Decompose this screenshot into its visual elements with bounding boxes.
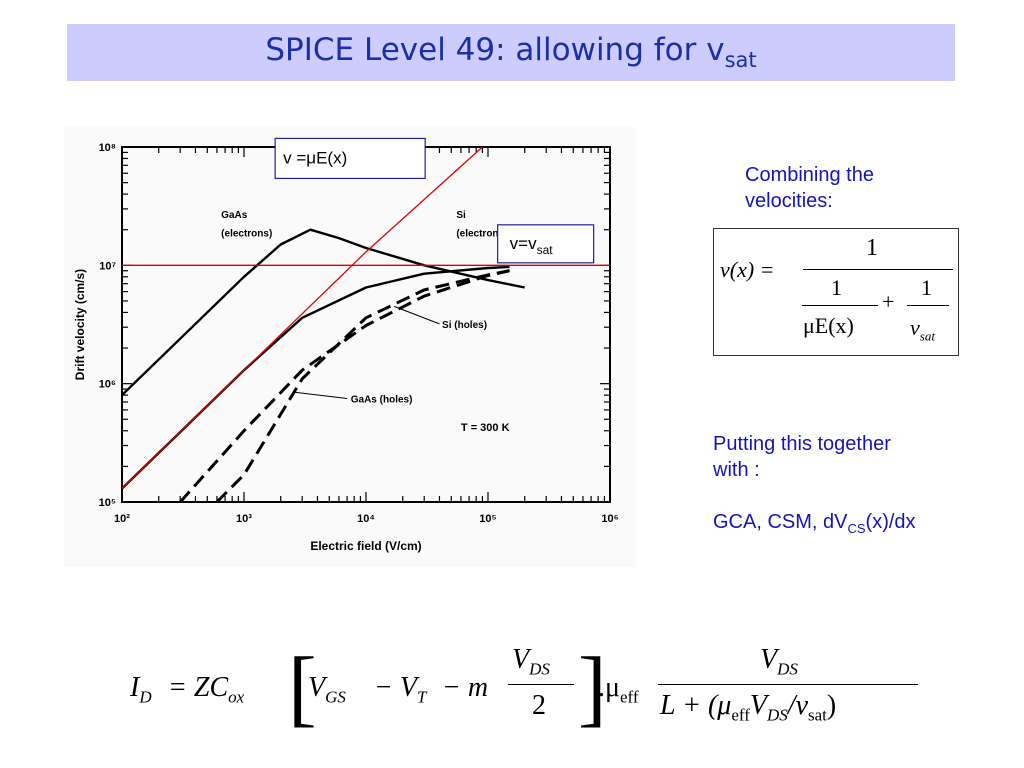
combining-note: Combining the velocities: — [745, 163, 874, 214]
label-gaas-electrons: GaAs — [221, 210, 248, 221]
y-tick-label: 10⁵ — [99, 497, 116, 509]
eq-zcox: = ZCox — [168, 672, 245, 707]
label-si-electrons-2: (electrons) — [456, 229, 507, 240]
term1-denominator: μE(x) — [803, 313, 854, 338]
x-tick-label: 10⁵ — [479, 513, 496, 525]
y-tick-label: 10⁶ — [99, 379, 116, 391]
x-tick-label: 10³ — [236, 513, 252, 525]
title-text: SPICE Level 49: allowing for v — [265, 32, 725, 68]
drift-velocity-chart: 10² 10³ 10⁴ 10⁵ 10⁶ 10⁸ 10⁷ 10⁶ 10⁵ Electric fiel… — [64, 127, 636, 567]
eq-two: 2 — [532, 690, 546, 721]
eq-vt: − VT — [374, 672, 427, 707]
velocity-formula-box: v(x) = 1 1 μE(x) + 1 vsat — [713, 228, 959, 356]
combining-line-1: Combining the — [745, 164, 874, 186]
title-subscript: sat — [724, 48, 757, 73]
x-axis-label: Electric field (V/cm) — [310, 539, 421, 553]
formula-numerator: 1 — [866, 235, 878, 261]
eq-m: − m — [442, 672, 489, 703]
leader-gaas-holes — [292, 391, 348, 399]
putting-note: Putting this together with : — [713, 432, 891, 483]
vsat-label-box — [497, 224, 595, 264]
x-tick-label: 10⁶ — [601, 513, 618, 525]
eq-vds-num: VDS — [512, 644, 550, 679]
chart-background — [64, 127, 636, 567]
formula-lhs: v(x) = — [720, 257, 775, 282]
label-temperature: T = 300 K — [461, 422, 510, 434]
y-axis-label: Drift velocity (cm/s) — [73, 269, 87, 380]
drain-current-equation: ID = ZCox [ VGS − VT − m VDS 2 ] .μeff V… — [130, 640, 930, 740]
term2-bar — [907, 305, 949, 306]
term1-numerator: 1 — [831, 275, 842, 300]
main-fraction-bar — [803, 269, 953, 270]
eq-id: ID — [130, 672, 152, 707]
label-si-holes: Si (holes) — [442, 320, 487, 331]
y-tick-label: 10⁷ — [99, 260, 116, 272]
eq-vgs: VGS — [308, 672, 346, 707]
leader-si-holes — [393, 305, 440, 325]
eq-left-bracket: [ — [288, 639, 317, 735]
term2-numerator: 1 — [921, 275, 932, 300]
y-tick-label: 10⁸ — [99, 142, 116, 154]
eq-frac1-bar — [508, 684, 574, 685]
x-tick-label: 10² — [114, 513, 130, 525]
series-line-0 — [122, 228, 525, 396]
vsat-label-subscript: sat — [537, 243, 554, 257]
label-si-electrons: Si — [456, 210, 466, 221]
label-gaas-holes: GaAs (holes) — [351, 394, 413, 405]
eq-mu-eff: .μeff — [598, 672, 639, 707]
eq-frac2-bar — [658, 684, 918, 685]
formula-plus: + — [882, 289, 895, 314]
eq-frac2-den: L + (μeffVDS/vsat) — [660, 690, 837, 725]
slide-title: SPICE Level 49: allowing for vsat — [67, 32, 955, 72]
x-tick-label: 10⁴ — [357, 513, 375, 525]
overlay-line-0 — [122, 147, 483, 489]
series-line-3 — [179, 269, 510, 502]
term2-denominator: vsat — [910, 315, 935, 344]
gca-note: GCA, CSM, dVCS(x)/dx — [713, 511, 916, 536]
putting-line-2: with : — [713, 458, 760, 481]
eq-frac2-num: VDS — [760, 644, 798, 679]
putting-line-1: Putting this together — [713, 433, 891, 455]
mu-e-label: v =μE(x) — [283, 148, 347, 167]
label-gaas-electrons-2: (electrons) — [221, 229, 272, 240]
combining-line-2: velocities: — [745, 189, 833, 212]
eq-right-bracket: ] — [578, 639, 607, 735]
mu-e-label-box — [274, 137, 426, 180]
title-bar: SPICE Level 49: allowing for vsat — [67, 24, 955, 81]
term1-bar — [802, 305, 878, 306]
